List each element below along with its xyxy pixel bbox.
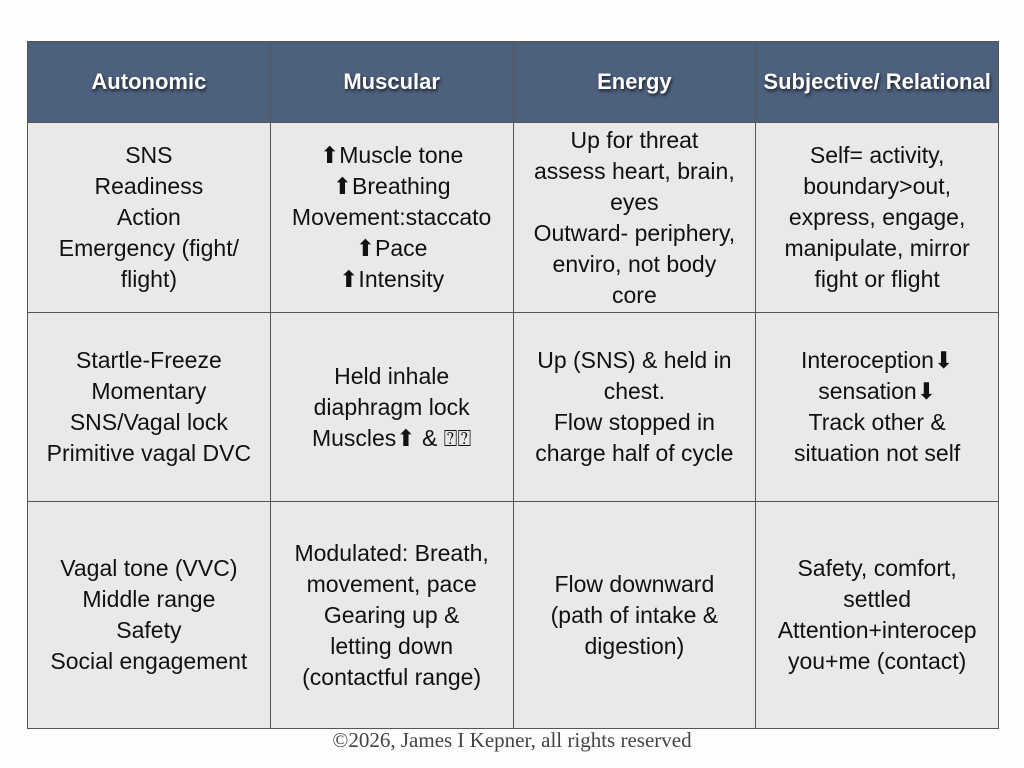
table-cell: SNS Readiness Action Emergency (fight/fligh… xyxy=(27,122,271,313)
cell-line: core xyxy=(612,281,657,308)
header-cell: Autonomic xyxy=(27,41,271,123)
header-cell: Muscular xyxy=(269,41,514,123)
cell-content: Modulated: Breath, movement, pace Gearing … xyxy=(275,538,509,693)
table: Autonomic Muscular Energy Subjective/ Relat… xyxy=(27,41,999,729)
cell-line: Muscles⬆ & ⍰⍰ xyxy=(311,424,472,451)
cell-line: Action xyxy=(116,204,181,230)
table-row: Startle-Freeze Momentary SNS/Vagal lock Pri… xyxy=(27,312,999,502)
cell-line: settled xyxy=(843,586,911,612)
cell-line: Safety xyxy=(116,617,182,643)
cell-line: Middle range xyxy=(82,586,216,612)
cell-content: Up for threat assess heart, brain, eyes Out… xyxy=(518,125,752,311)
cell-content: Safety, comfort, settled Attention+interoc… xyxy=(760,553,994,677)
cell-line: Emergency (fight/ xyxy=(58,235,239,261)
cell-line: Primitive vagal DVC xyxy=(46,440,252,466)
cell-line: Vagal tone (VVC) xyxy=(60,555,238,581)
cell-line: charge half of cycle xyxy=(535,440,734,466)
cell-line: Flow stopped in xyxy=(553,409,715,435)
cell-line: Up (SNS) & held in xyxy=(537,347,732,373)
cell-line: chest. xyxy=(603,378,666,404)
cell-line: (contactful range) xyxy=(302,663,482,690)
cell-content: Flow downward (path of intake & digestion) xyxy=(518,569,752,662)
table-row: Vagal tone (VVC) Middle range Safety Social… xyxy=(27,501,999,729)
table-cell: Up (SNS) & held in chest. Flow stopped in c… xyxy=(512,312,757,502)
cell-line: ⬆Intensity xyxy=(339,266,445,292)
cell-line: Flow downward xyxy=(554,570,715,597)
cell-line: Up for threat xyxy=(570,126,699,153)
cell-line: fight or flight xyxy=(814,266,940,292)
table-cell: Vagal tone (VVC) Middle range Safety Social… xyxy=(27,501,271,729)
cell-content: Held inhale diaphragm lock Muscles⬆ & ⍰⍰ xyxy=(275,361,509,454)
cell-content: SNS Readiness Action Emergency (fight/fligh… xyxy=(32,140,266,295)
cell-line: ⬆Pace xyxy=(355,235,428,261)
cell-line: Track other & xyxy=(808,409,946,435)
cell-line: assess heart, brain, xyxy=(534,157,735,184)
cell-line: Self= activity, xyxy=(809,142,945,168)
table-cell: Safety, comfort, settled Attention+interoc… xyxy=(755,501,999,729)
cell-line: Social engagement xyxy=(50,648,248,674)
cell-content: Self= activity, boundary>out, express, eng… xyxy=(760,140,994,295)
table-cell: ⬆Muscle tone ⬆Breathing Movement:staccato ⬆… xyxy=(269,122,514,313)
cell-line: SNS xyxy=(125,142,173,168)
cell-content: ⬆Muscle tone ⬆Breathing Movement:staccato ⬆… xyxy=(275,140,509,295)
table-row: SNS Readiness Action Emergency (fight/fligh… xyxy=(27,122,999,313)
cell-line: ⬆Breathing xyxy=(332,173,451,199)
header-cell: Energy xyxy=(512,41,757,123)
table-cell: Self= activity, boundary>out, express, eng… xyxy=(755,122,999,313)
table-cell: Modulated: Breath, movement, pace Gearing … xyxy=(269,501,514,729)
cell-line: boundary>out, xyxy=(803,173,951,199)
header-row: Autonomic Muscular Energy Subjective/ Relat… xyxy=(27,41,999,123)
cell-line: digestion) xyxy=(584,632,685,659)
cell-line: flight) xyxy=(120,266,177,292)
cell-line: Safety, comfort, xyxy=(797,555,957,581)
cell-line: (path of intake & xyxy=(550,601,719,628)
table-cell: Held inhale diaphragm lock Muscles⬆ & ⍰⍰ xyxy=(269,312,514,502)
cell-line: you+me (contact) xyxy=(787,648,967,674)
cell-line: SNS/Vagal lock xyxy=(69,409,228,435)
cell-line: Momentary xyxy=(91,378,207,404)
cell-line: Startle-Freeze xyxy=(76,347,222,373)
cell-line: Held inhale xyxy=(334,362,450,389)
cell-line: diaphragm lock xyxy=(313,393,470,420)
cell-line: express, engage, xyxy=(788,204,966,230)
cell-line: eyes xyxy=(610,188,659,215)
cell-line: situation not self xyxy=(794,440,961,466)
table-cell: Up for threat assess heart, brain, eyes Out… xyxy=(512,122,757,313)
cell-content: Startle-Freeze Momentary SNS/Vagal lock Pri… xyxy=(32,345,266,469)
cell-line: Outward- periphery, xyxy=(533,219,736,246)
cell-line: enviro, not body xyxy=(552,250,717,277)
cell-line: Readiness xyxy=(94,173,204,199)
header-cell: Subjective/ Relational xyxy=(755,41,999,123)
footer: ©2026, James I Kepner, all rights reserv… xyxy=(332,728,692,752)
cell-line: Attention+interocep xyxy=(777,617,977,643)
cell-content: Up (SNS) & held in chest. Flow stopped in c… xyxy=(518,345,752,469)
table-cell: Startle-Freeze Momentary SNS/Vagal lock Pri… xyxy=(27,312,271,502)
cell-content: Interoception⬇ sensation⬇ Track other & sit… xyxy=(760,345,994,469)
table-cell: Flow downward (path of intake & digestion) xyxy=(512,501,757,729)
cell-line: manipulate, mirror xyxy=(784,235,970,261)
cell-line: sensation⬇ xyxy=(818,378,936,404)
cell-line: ⬆Muscle tone xyxy=(319,142,464,168)
cell-line: Interoception⬇ xyxy=(800,347,954,373)
table-cell: Interoception⬇ sensation⬇ Track other & sit… xyxy=(755,312,999,502)
cell-content: Vagal tone (VVC) Middle range Safety Social… xyxy=(32,553,266,677)
cell-line: Movement:staccato xyxy=(291,204,492,230)
cell-line: letting down xyxy=(330,632,453,659)
cell-line: Gearing up & xyxy=(323,601,460,628)
cell-line: movement, pace xyxy=(306,570,477,597)
cell-line: Modulated: Breath, xyxy=(294,539,489,566)
